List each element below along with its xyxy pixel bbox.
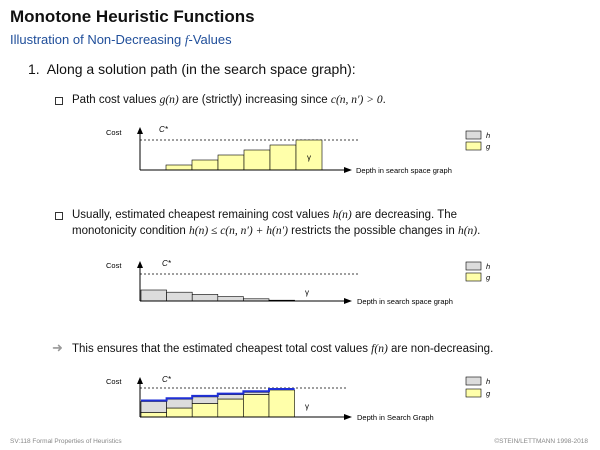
cstar-label: C* — [159, 125, 169, 134]
gamma-label: γ — [307, 153, 311, 162]
cost-label: Cost — [106, 128, 122, 137]
g-bar — [268, 389, 295, 418]
cost-label: Cost — [106, 261, 122, 270]
legend-g-label: g — [486, 142, 491, 151]
bullet-square-icon — [55, 212, 63, 220]
g-bar — [191, 159, 219, 171]
bullet-1-text: Path cost values g(n) are (strictly) inc… — [72, 94, 386, 106]
h-bar — [217, 296, 244, 302]
h-bar — [191, 294, 219, 302]
g-bar — [295, 139, 323, 171]
legend-g-label: g — [486, 273, 491, 282]
diagram-h-values: Cost C* γ Depth in search space graph h … — [106, 259, 491, 306]
gamma-label: γ — [305, 402, 309, 411]
item-text: Along a solution path (in the search spa… — [46, 61, 356, 77]
h-bar — [140, 289, 167, 302]
item-number: 1. — [28, 61, 40, 77]
g-bar — [166, 407, 193, 418]
h-bar — [166, 398, 193, 409]
arrow-right-icon: ➜ — [52, 340, 63, 355]
legend-h-swatch — [465, 376, 482, 386]
legend-h-label: h — [486, 262, 490, 271]
gamma-label: γ — [305, 288, 309, 297]
legend-h-label: h — [486, 377, 490, 386]
footer-right: ©STEIN/LETTMANN 1998-2018 — [494, 438, 588, 445]
bullet-square-icon — [55, 97, 63, 105]
legend-h-label: h — [486, 131, 490, 140]
diagram-f-values: Cost C* γ Depth in Search Graph h g — [106, 375, 491, 422]
list-item-1: 1. Along a solution path (in the search … — [28, 61, 356, 77]
legend-g-swatch — [465, 388, 482, 398]
footer-left: SV:118 Formal Properties of Heuristics — [10, 438, 122, 445]
x-axis-arrow-icon — [344, 414, 352, 420]
legend-g-label: g — [486, 389, 491, 398]
g-bar — [191, 403, 219, 418]
legend-g-swatch — [465, 141, 482, 151]
y-axis-arrow-icon — [137, 127, 143, 134]
y-axis-arrow-icon — [137, 261, 143, 268]
g-bar — [269, 144, 297, 171]
g-bar — [165, 164, 193, 171]
legend-h-swatch — [465, 130, 482, 140]
y-axis-arrow-icon — [137, 377, 143, 384]
cost-label: Cost — [106, 377, 122, 386]
g-bar — [217, 398, 244, 418]
bullet-2-text: Usually, estimated cheapest remaining co… — [72, 209, 481, 237]
diagram-g-values: Cost C* γ Depth in search space graph h … — [106, 125, 491, 175]
slide-title: Monotone Heuristic Functions — [10, 7, 255, 26]
legend-h-swatch — [465, 261, 482, 271]
h-bar — [191, 396, 219, 404]
x-axis-label: Depth in search space graph — [357, 297, 453, 306]
g-bar — [140, 412, 167, 418]
h-bar — [166, 291, 193, 302]
x-axis-label: Depth in search space graph — [356, 166, 452, 175]
g-bar — [217, 154, 245, 171]
cstar-label: C* — [162, 259, 172, 268]
h-bar — [243, 391, 270, 395]
cstar-label: C* — [162, 375, 172, 384]
conclusion-text: This ensures that the estimated cheapest… — [72, 343, 494, 355]
x-axis-arrow-icon — [344, 298, 352, 304]
g-bar — [243, 394, 270, 418]
x-axis-label: Depth in Search Graph — [357, 413, 434, 422]
h-bar — [140, 401, 167, 413]
g-bar — [243, 149, 271, 171]
f-value-line — [141, 388, 295, 402]
slide-subtitle: Illustration of Non-Decreasing f-Values — [10, 32, 232, 47]
x-axis-arrow-icon — [344, 167, 352, 173]
legend-g-swatch — [465, 272, 482, 282]
h-bar — [217, 394, 244, 400]
